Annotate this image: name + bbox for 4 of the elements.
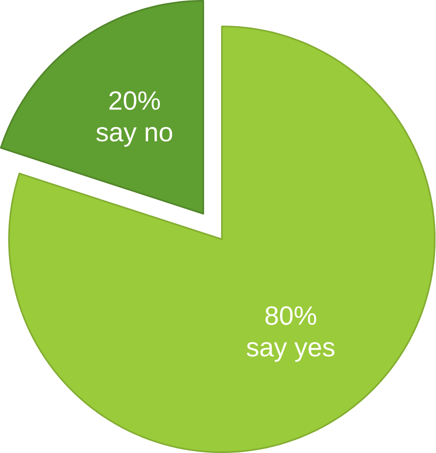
slice-label: say no — [96, 127, 172, 147]
data-label: 20% — [110, 91, 160, 110]
data-label: 80% — [266, 306, 316, 325]
slice-label: say yes — [246, 342, 335, 362]
